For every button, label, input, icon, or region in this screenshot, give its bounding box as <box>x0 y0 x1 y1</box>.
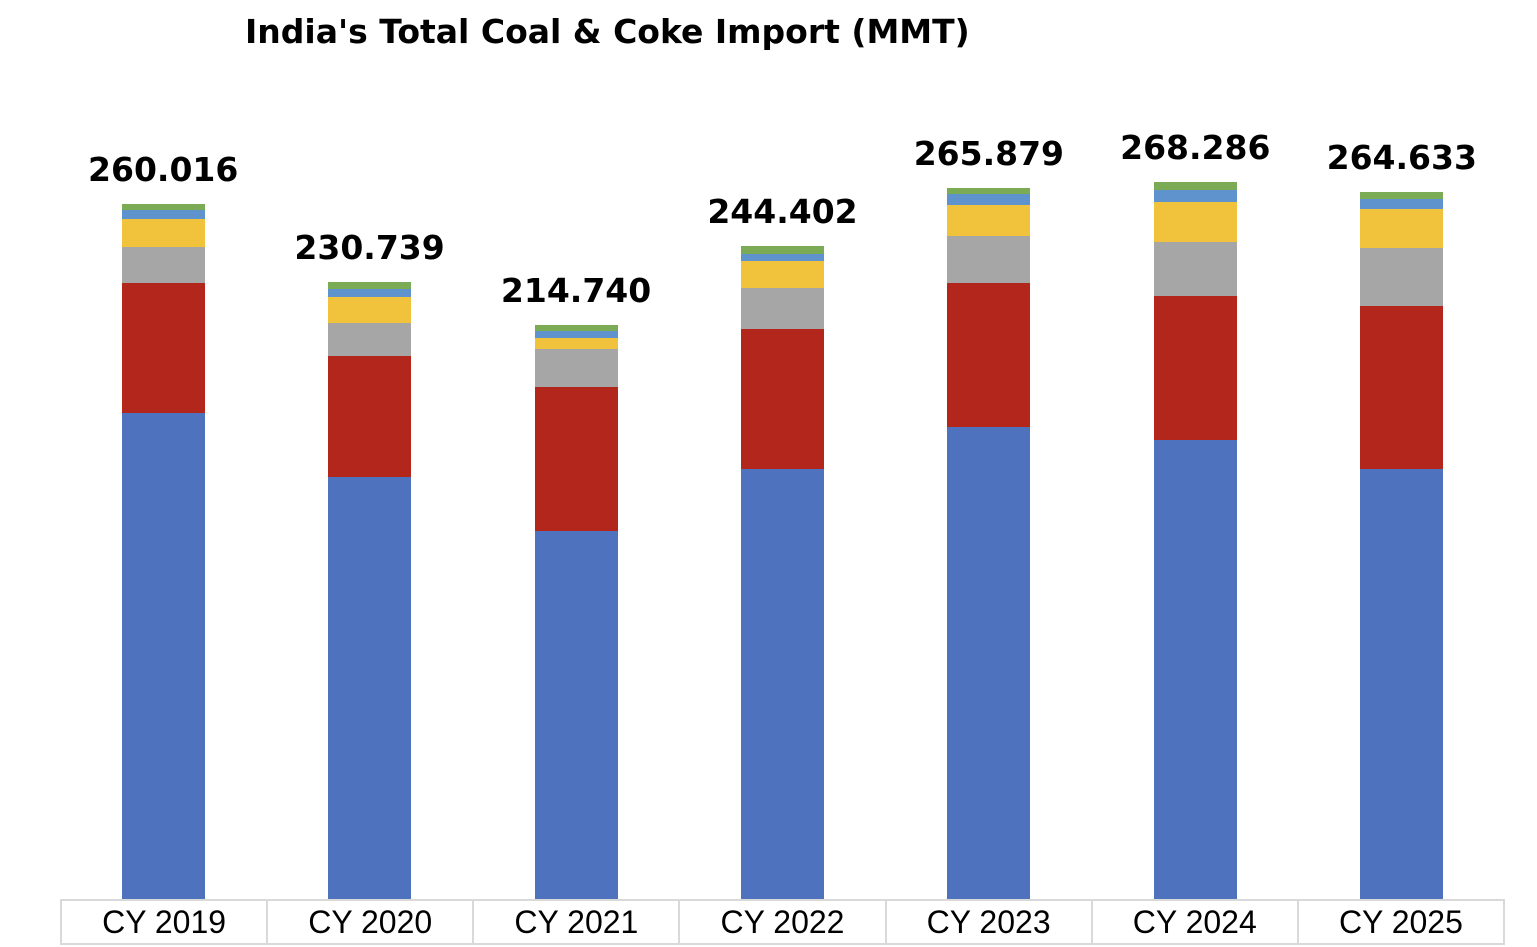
chart-title: India's Total Coal & Coke Import (MMT) <box>245 12 970 51</box>
red-segment <box>741 328 824 469</box>
bar-total-label: 214.740 <box>500 271 652 310</box>
gray-segment <box>741 287 824 329</box>
bar-total-label: 268.286 <box>1120 127 1271 167</box>
stacked-bar <box>534 325 618 899</box>
x-axis-category-label: CY 2021 <box>514 903 639 940</box>
stacked-bar <box>121 204 205 899</box>
gray-segment <box>1360 248 1444 307</box>
gray-segment <box>328 322 412 357</box>
light-blue-segment <box>1360 198 1444 209</box>
red-segment <box>328 356 412 477</box>
gray-segment <box>534 349 618 388</box>
green-segment <box>1360 191 1444 199</box>
x-axis-cell: CY 2021 <box>474 901 681 943</box>
red-segment <box>947 283 1031 428</box>
gray-segment <box>1153 242 1237 296</box>
yellow-segment <box>121 218 205 248</box>
light-blue-segment <box>1153 189 1237 202</box>
bar-total-label: 265.879 <box>913 134 1065 174</box>
blue-bottom-segment <box>121 412 205 899</box>
stacked-bar <box>1360 191 1444 899</box>
light-blue-segment <box>741 254 824 262</box>
green-segment <box>328 282 412 290</box>
green-segment <box>741 245 824 254</box>
bar-total-label: 244.402 <box>707 191 858 231</box>
x-axis-cell: CY 2020 <box>268 901 475 943</box>
x-axis-category-label: CY 2022 <box>720 903 845 940</box>
bar-total-label: 230.739 <box>294 228 445 268</box>
stacked-bar <box>328 282 412 899</box>
gray-segment <box>121 247 205 284</box>
blue-bottom-segment <box>741 468 824 899</box>
green-segment <box>534 325 618 331</box>
yellow-segment <box>1360 208 1444 249</box>
blue-bottom-segment <box>947 427 1031 899</box>
red-segment <box>121 283 205 413</box>
red-segment <box>1153 295 1237 440</box>
x-axis-cell: CY 2024 <box>1093 901 1299 943</box>
x-axis-cell: CY 2023 <box>887 901 1093 943</box>
x-axis-cell: CY 2022 <box>680 901 887 943</box>
x-axis-row: CY 2019 CY 2020 CY 2021 CY 2022 CY 2023 CY 20… <box>60 899 1505 945</box>
yellow-segment <box>1153 201 1237 243</box>
x-axis-cell: CY 2025 <box>1299 901 1503 943</box>
x-axis-cell: CY 2019 <box>62 901 269 943</box>
light-blue-segment <box>534 330 618 339</box>
stacked-bar <box>1153 181 1237 899</box>
green-segment <box>121 204 205 210</box>
red-segment <box>534 387 618 532</box>
green-segment <box>947 188 1031 194</box>
stacked-bar <box>947 188 1031 899</box>
yellow-segment <box>534 338 618 350</box>
x-axis-category-label: CY 2020 <box>308 903 433 940</box>
x-axis-category-label: CY 2019 <box>102 903 227 940</box>
green-segment <box>1153 181 1237 190</box>
x-axis-category-label: CY 2024 <box>1132 903 1257 940</box>
blue-bottom-segment <box>328 476 412 899</box>
red-segment <box>1360 306 1444 469</box>
blue-bottom-segment <box>1153 439 1237 899</box>
light-blue-segment <box>947 193 1031 205</box>
x-axis-category-label: CY 2023 <box>926 903 1051 940</box>
x-axis-category-label: CY 2025 <box>1338 903 1463 940</box>
bar-total-label: 264.633 <box>1326 137 1477 177</box>
bar-total-label: 260.016 <box>88 150 239 189</box>
light-blue-segment <box>121 209 205 219</box>
yellow-segment <box>328 296 412 323</box>
gray-segment <box>947 236 1031 283</box>
stacked-bar <box>741 245 824 899</box>
blue-bottom-segment <box>534 531 618 899</box>
blue-bottom-segment <box>1360 468 1444 899</box>
light-blue-segment <box>328 289 412 297</box>
yellow-segment <box>947 204 1031 237</box>
yellow-segment <box>741 261 824 288</box>
